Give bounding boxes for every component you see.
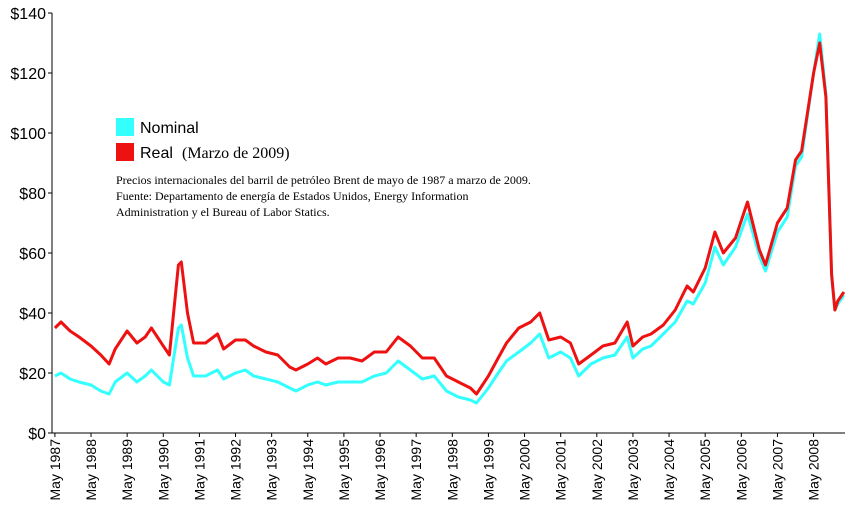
series-line [53,41,846,396]
x-tick-label: May 2005 [697,439,713,501]
y-tick-label: $120 [10,66,46,83]
x-tick-label: May 1989 [119,439,135,501]
y-tick-label: $100 [10,126,46,143]
legend-label: Nominal [140,120,199,137]
x-tick-label: May 2007 [769,439,785,501]
x-tick-label: May 1992 [228,439,244,501]
x-tick-label: May 1994 [300,439,316,501]
x-tick-label: May 1988 [83,439,99,501]
x-tick-label: May 2004 [661,439,677,501]
x-tick-label: May 1996 [372,439,388,501]
y-tick-label: $20 [19,366,46,383]
series-line [54,32,846,405]
x-tick-label: May 2008 [806,439,822,501]
x-tick-label: May 1999 [480,439,496,501]
y-tick-label: $80 [19,186,46,203]
y-tick-label: $40 [19,306,46,323]
legend-swatch [116,143,134,161]
x-tick-label: May 1990 [155,439,171,501]
legend-note: (Marzo de 2009) [182,145,290,162]
y-tick-label: $140 [10,6,46,23]
x-tick-label: May 2006 [733,439,749,501]
x-tick-label: May 2003 [625,439,641,501]
legend-swatch [116,118,134,136]
note: Administration y el Bureau of Labor Stat… [116,205,330,219]
y-tick-label: $60 [19,246,46,263]
x-tick-label: May 1995 [336,439,352,501]
x-tick-label: May 2001 [553,439,569,501]
x-tick-label: May 1987 [47,439,63,501]
legend-label: Real [140,145,173,162]
x-tick-label: May 1998 [444,439,460,501]
x-tick-label: May 2002 [589,439,605,501]
x-tick-label: May 2000 [517,439,533,501]
x-tick-label: May 1997 [408,439,424,501]
x-tick-label: May 1991 [191,439,207,501]
note: Precios internacionales del barril de pe… [116,173,531,187]
note: Fuente: Departamento de energía de Estad… [116,189,468,203]
x-tick-label: May 1993 [264,439,280,501]
y-tick-label: $0 [28,426,46,443]
